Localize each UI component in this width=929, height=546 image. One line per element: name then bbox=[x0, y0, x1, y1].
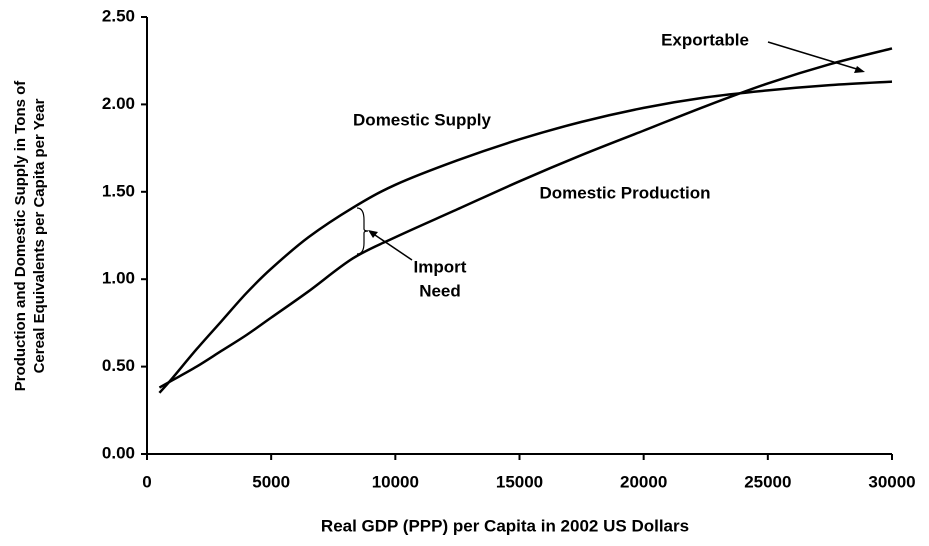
arrowhead bbox=[854, 66, 865, 73]
y-axis-label: Production and Domestic Supply in Tons o… bbox=[12, 80, 29, 392]
y-tick-label: 1.50 bbox=[102, 181, 135, 200]
series-label: Domestic Supply bbox=[353, 110, 491, 129]
x-axis-label: Real GDP (PPP) per Capita in 2002 US Dol… bbox=[321, 516, 689, 535]
series-line bbox=[158, 80, 893, 394]
y-tick-label: 0.00 bbox=[102, 443, 135, 462]
x-tick-label: 15000 bbox=[496, 472, 543, 491]
annotation: Need bbox=[419, 281, 461, 300]
y-tick-label: 2.00 bbox=[102, 94, 135, 113]
arrow bbox=[767, 41, 861, 71]
y-tick-label: 2.50 bbox=[102, 6, 135, 25]
arrowhead bbox=[368, 230, 378, 238]
y-tick-label: 0.50 bbox=[102, 356, 135, 375]
arrow bbox=[371, 232, 413, 261]
x-tick-label: 20000 bbox=[620, 472, 667, 491]
x-tick-label: 10000 bbox=[372, 472, 419, 491]
x-tick-label: 25000 bbox=[744, 472, 791, 491]
brace bbox=[356, 207, 369, 255]
series-label: Domestic Production bbox=[540, 183, 711, 202]
series-line bbox=[158, 47, 893, 389]
x-tick-label: 30000 bbox=[868, 472, 915, 491]
x-tick-label: 5000 bbox=[252, 472, 290, 491]
y-axis-label: Cereal Equivalents per Capita per Year bbox=[31, 98, 48, 373]
y-tick-label: 1.00 bbox=[102, 269, 135, 288]
annotation: Exportable bbox=[661, 30, 749, 49]
annotation: Import bbox=[414, 257, 467, 276]
x-tick-label: 0 bbox=[142, 472, 151, 491]
